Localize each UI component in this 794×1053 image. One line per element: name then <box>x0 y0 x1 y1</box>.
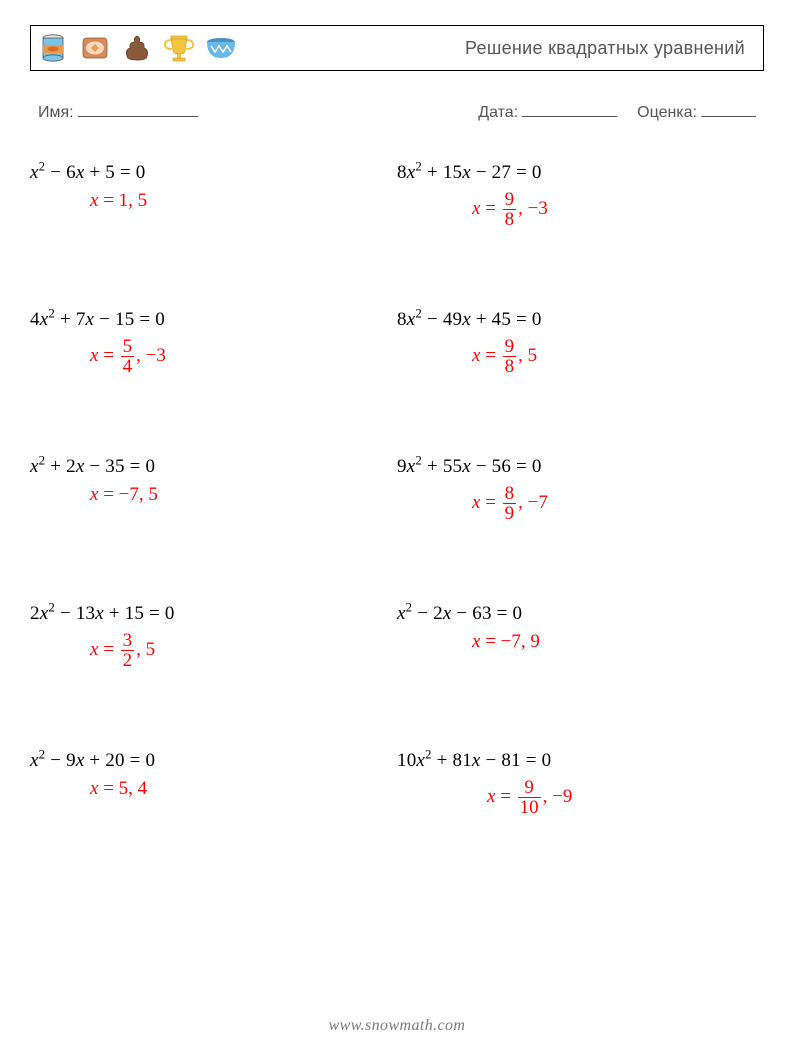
name-label: Имя: <box>38 101 198 122</box>
solution: x = 98, 5 <box>397 337 764 376</box>
doc-title: Решение квадратных уравнений <box>465 38 745 59</box>
problem-left-2: 4x2 + 7x − 15 = 0 x = 54, −3 <box>30 309 397 376</box>
collar-icon <box>77 30 113 66</box>
problem-left-5: x2 − 9x + 20 = 0 x = 5, 4 <box>30 750 397 817</box>
problem-left-4: 2x2 − 13x + 15 = 0 x = 32, 5 <box>30 603 397 670</box>
solution: x = 5, 4 <box>30 778 397 800</box>
problem-left-3: x2 + 2x − 35 = 0 x = −7, 5 <box>30 456 397 523</box>
solution: x = −7, 9 <box>397 631 764 653</box>
equation: 2x2 − 13x + 15 = 0 <box>30 603 397 625</box>
solution: x = 1, 5 <box>30 190 397 212</box>
solution: x = 32, 5 <box>30 631 397 670</box>
footer-url: www.snowmath.com <box>0 1017 794 1035</box>
equation: 8x2 − 49x + 45 = 0 <box>397 309 764 331</box>
solution: x = 910, −9 <box>397 778 764 817</box>
equation: x2 − 2x − 63 = 0 <box>397 603 764 625</box>
problem-right-3: 9x2 + 55x − 56 = 0 x = 89, −7 <box>397 456 764 523</box>
solution: x = 89, −7 <box>397 484 764 523</box>
problem-right-1: 8x2 + 15x − 27 = 0 x = 98, −3 <box>397 162 764 229</box>
equation: 9x2 + 55x − 56 = 0 <box>397 456 764 478</box>
bowl-icon <box>203 30 239 66</box>
header-box: Решение квадратных уравнений <box>30 25 764 71</box>
score-label: Оценка: <box>637 101 756 122</box>
equation: 4x2 + 7x − 15 = 0 <box>30 309 397 331</box>
trophy-icon <box>161 30 197 66</box>
solution: x = −7, 5 <box>30 484 397 506</box>
problems-grid: x2 − 6x + 5 = 0 x = 1, 58x2 + 15x − 27 = … <box>30 162 764 817</box>
solution: x = 54, −3 <box>30 337 397 376</box>
date-label: Дата: <box>478 101 617 122</box>
problem-right-4: x2 − 2x − 63 = 0 x = −7, 9 <box>397 603 764 670</box>
equation: x2 − 9x + 20 = 0 <box>30 750 397 772</box>
problem-left-1: x2 − 6x + 5 = 0 x = 1, 5 <box>30 162 397 229</box>
can-icon <box>35 30 71 66</box>
poop-icon <box>119 30 155 66</box>
equation: x2 − 6x + 5 = 0 <box>30 162 397 184</box>
problem-right-2: 8x2 − 49x + 45 = 0 x = 98, 5 <box>397 309 764 376</box>
info-row: Имя: Дата: Оценка: <box>30 101 764 122</box>
equation: 8x2 + 15x − 27 = 0 <box>397 162 764 184</box>
equation: x2 + 2x − 35 = 0 <box>30 456 397 478</box>
equation: 10x2 + 81x − 81 = 0 <box>397 750 764 772</box>
problem-right-5: 10x2 + 81x − 81 = 0 x = 910, −9 <box>397 750 764 817</box>
header-icons <box>35 30 239 66</box>
solution: x = 98, −3 <box>397 190 764 229</box>
